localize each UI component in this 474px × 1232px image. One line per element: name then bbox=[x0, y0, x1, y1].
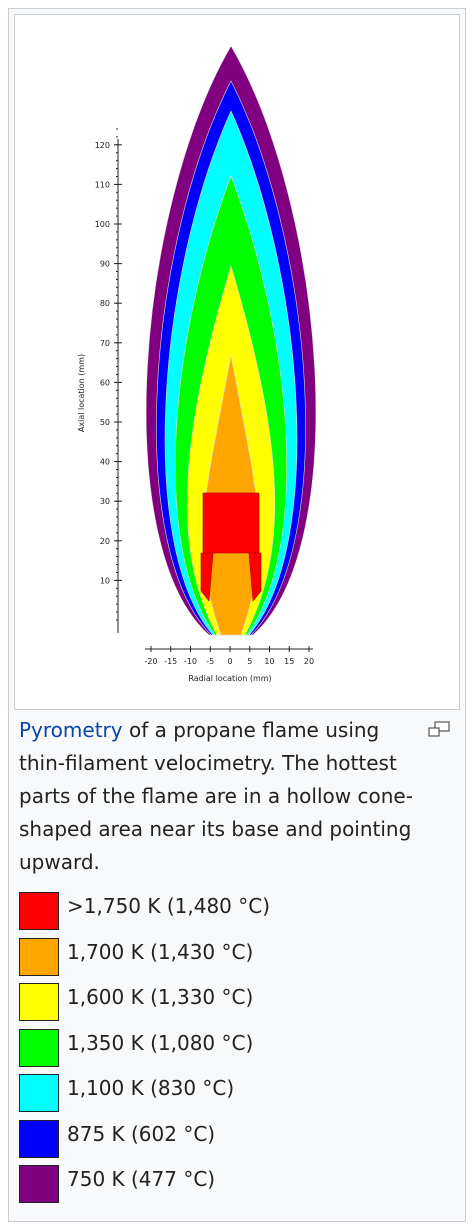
enlarge-icon[interactable] bbox=[427, 721, 451, 739]
caption: Pyrometry of a propane flame using thin-… bbox=[19, 714, 419, 879]
y-tick-label: 120 bbox=[95, 141, 110, 150]
caption-text: of a propane flame using thin-filament v… bbox=[19, 718, 413, 874]
y-tick-label: 20 bbox=[100, 537, 110, 546]
y-tick-label: 80 bbox=[100, 299, 110, 308]
image-box[interactable]: 10 20 30 40 50 60 70 80 90 100 110 120 Axial locatio… bbox=[14, 14, 460, 710]
thumbnail: 10 20 30 40 50 60 70 80 90 100 110 120 Axial locatio… bbox=[8, 8, 466, 1222]
legend-label: 1,350 K (1,080 °C) bbox=[67, 1030, 254, 1055]
legend-label: 875 K (602 °C) bbox=[67, 1121, 216, 1146]
y-tick-label: 30 bbox=[100, 497, 110, 506]
x-tick-label: -10 bbox=[184, 657, 197, 666]
y-tick-label: 10 bbox=[100, 576, 110, 585]
legend-label: 1,100 K (830 °C) bbox=[67, 1076, 235, 1100]
y-axis-label: Axial location (mm) bbox=[77, 354, 86, 432]
x-tick-label: -15 bbox=[164, 657, 177, 666]
caption-link[interactable]: Pyrometry bbox=[19, 718, 123, 742]
x-tick-label: 10 bbox=[264, 657, 274, 666]
x-tick-label: 0 bbox=[227, 657, 232, 666]
legend-swatch bbox=[19, 1074, 59, 1112]
flame-core bbox=[202, 492, 260, 554]
legend-swatch bbox=[19, 1028, 59, 1067]
flame-core bbox=[200, 552, 262, 602]
x-tick-label: -5 bbox=[206, 657, 214, 666]
legend-label: >1,750 K (1,480 °C) bbox=[67, 894, 271, 918]
y-tick-label: 50 bbox=[100, 418, 110, 427]
legend-swatch bbox=[19, 983, 59, 1021]
legend-label: 750 K (477 °C) bbox=[67, 1167, 216, 1191]
legend-label: 1,700 K (1,430 °C) bbox=[67, 939, 254, 964]
y-tick-label: 40 bbox=[100, 458, 110, 467]
y-tick-label: 70 bbox=[100, 339, 110, 348]
x-tick-label: 15 bbox=[284, 657, 294, 666]
y-tick-label: 60 bbox=[100, 378, 110, 387]
x-tick-label: 5 bbox=[247, 657, 252, 666]
y-tick-label: 100 bbox=[95, 220, 110, 229]
x-tick-label: 20 bbox=[304, 657, 314, 666]
x-axis-label: Radial location (mm) bbox=[188, 674, 271, 683]
y-tick-label: 90 bbox=[100, 260, 110, 269]
legend-swatch bbox=[19, 1119, 59, 1158]
legend-swatch bbox=[19, 1165, 59, 1203]
y-tick-label: 110 bbox=[95, 180, 110, 189]
legend-swatch bbox=[19, 892, 59, 930]
legend-label: 1,600 K (1,330 °C) bbox=[67, 985, 254, 1009]
legend-swatch bbox=[19, 937, 59, 976]
x-tick-label: -20 bbox=[144, 657, 157, 666]
